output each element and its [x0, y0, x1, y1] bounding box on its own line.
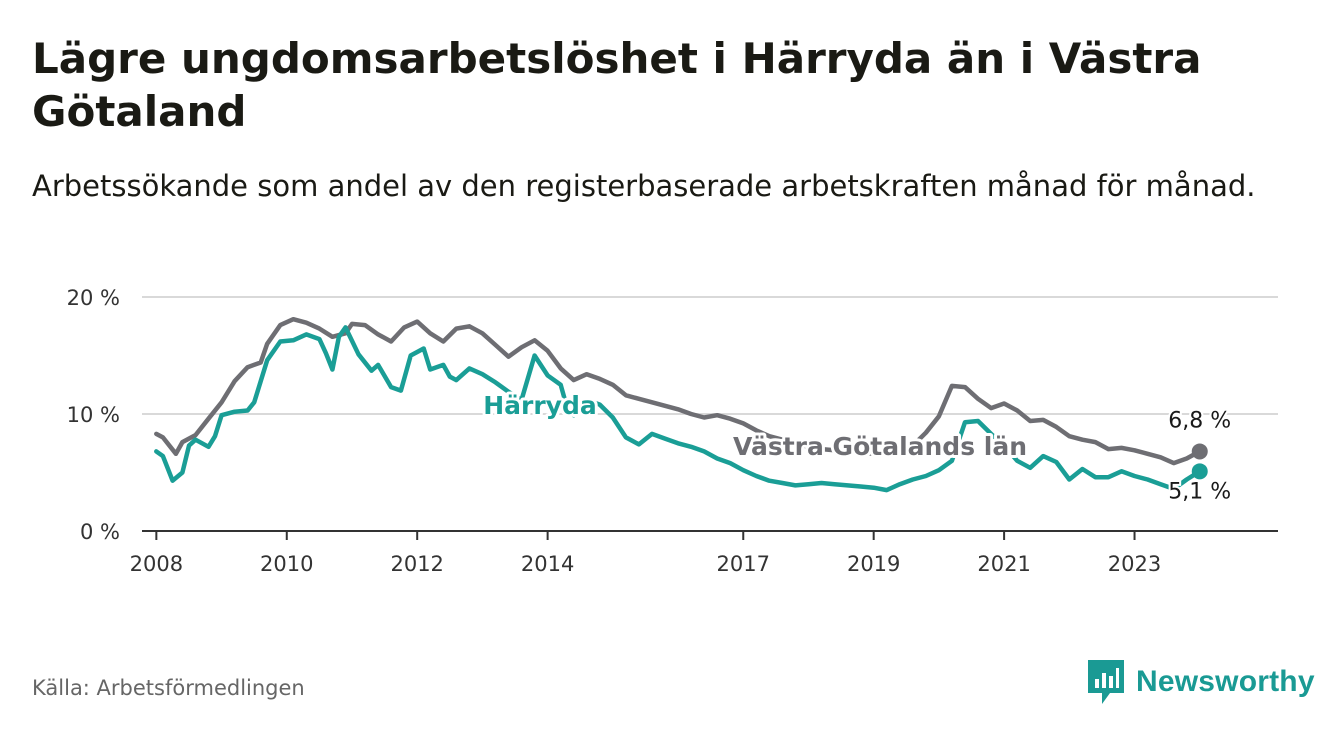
labels-layer: 6,8 % 5,1 % Västra Götalands län Härryda: [480, 388, 1233, 506]
x-tick-label: 2019: [847, 552, 900, 576]
source-note: Källa: Arbetsförmedlingen: [32, 676, 305, 700]
x-axis: 2008 2010 2012 2014 2017 2019 2021 2023: [130, 530, 1278, 576]
series-end-marker: [1191, 443, 1208, 460]
bar-chart-icon: [1088, 660, 1124, 704]
series-line-vastra-gotaland: [154, 316, 1202, 466]
chart-subtitle: Arbetssökande som andel av den registerb…: [32, 169, 1256, 203]
x-tick-label: 2023: [1108, 552, 1161, 576]
x-tick-label: 2008: [130, 552, 183, 576]
chart-title: Lägre ungdomsarbetslöshet i Härryda än i…: [32, 34, 1202, 136]
series-name-label: Härryda: [483, 391, 597, 420]
y-tick-label: 10 %: [67, 403, 120, 427]
y-tick-label: 20 %: [67, 286, 120, 310]
gridlines: 0 % 10 % 20 %: [67, 286, 1278, 544]
x-tick-label: 2010: [260, 552, 313, 576]
series-line-harryda: [154, 325, 1202, 493]
series-end-label: 5,1 %: [1168, 479, 1231, 504]
brand[interactable]: Newsworthy: [1088, 660, 1315, 704]
x-tick-label: 2021: [977, 552, 1030, 576]
series-layer: [154, 316, 1208, 493]
x-tick-label: 2017: [717, 552, 770, 576]
series-end-label: 6,8 %: [1168, 408, 1231, 433]
brand-name: Newsworthy: [1136, 665, 1315, 698]
x-tick-label: 2014: [521, 552, 574, 576]
series-name-label: Västra Götalands län: [733, 432, 1027, 461]
y-tick-label: 0 %: [80, 520, 120, 544]
series-end-marker: [1191, 463, 1208, 480]
x-tick-label: 2012: [390, 552, 443, 576]
